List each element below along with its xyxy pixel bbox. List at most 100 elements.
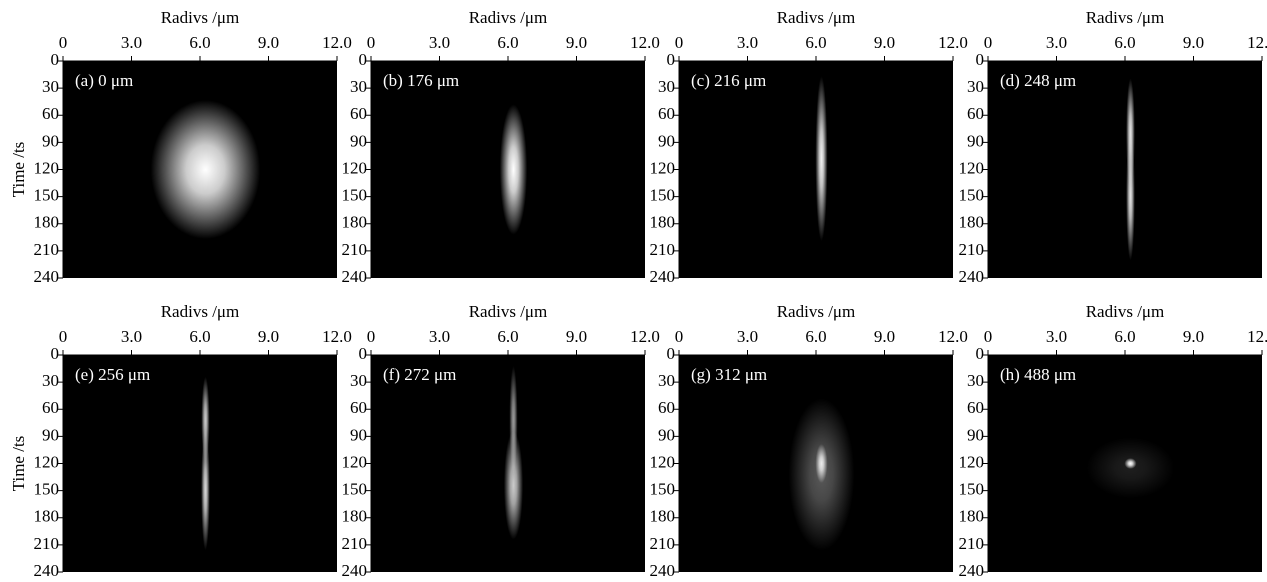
y-tick-label: 30 <box>350 77 367 96</box>
x-tick-label: 0 <box>367 327 376 346</box>
y-tick-label: 180 <box>342 507 368 526</box>
y-tick-label: 90 <box>967 131 984 150</box>
y-tick-label: 150 <box>342 480 368 499</box>
panel: (a) 0 μm 0 3.0 6.0 9.0 12.0 0 30 60 90 120 150 180 21… <box>9 8 352 286</box>
x-tick-label: 9.0 <box>258 33 279 52</box>
y-tick-label: 180 <box>34 213 60 232</box>
y-tick-label: 90 <box>350 131 367 150</box>
intensity-glow <box>150 100 261 239</box>
x-axis-title: Radivs /μm <box>777 8 856 27</box>
y-tick-label: 60 <box>42 398 59 417</box>
y-tick-label: 240 <box>34 561 60 580</box>
y-tick-label: 240 <box>650 561 676 580</box>
y-tick-label: 210 <box>34 240 60 259</box>
intensity-glow <box>815 76 828 242</box>
x-tick-label: 9.0 <box>1183 327 1204 346</box>
x-axis-title: Radivs /μm <box>1086 302 1165 321</box>
y-tick-label: 120 <box>959 452 985 471</box>
plot-area <box>63 355 337 572</box>
panel: (f) 272 μm 0 3.0 6.0 9.0 12.0 0 30 60 90 120 150 180… <box>342 302 660 580</box>
x-tick-label: 3.0 <box>1046 327 1067 346</box>
x-tick-label: 0 <box>984 33 993 52</box>
y-tick-label: 180 <box>650 507 676 526</box>
x-tick-label: 3.0 <box>121 327 142 346</box>
y-tick-label: 240 <box>342 267 368 286</box>
x-tick-label: 3.0 <box>429 33 450 52</box>
panel: (b) 176 μm 0 3.0 6.0 9.0 12.0 0 30 60 90 120 150 180… <box>342 8 660 286</box>
x-tick-label: 6.0 <box>805 33 826 52</box>
x-tick-label: 3.0 <box>737 327 758 346</box>
y-tick-label: 240 <box>959 267 985 286</box>
panel: (h) 488 μm 0 3.0 6.0 9.0 12.0 0 30 60 90 120 150 180… <box>959 302 1267 580</box>
y-tick-label: 120 <box>34 452 60 471</box>
y-tick-label: 30 <box>658 371 675 390</box>
x-tick-label: 12.0 <box>322 33 352 52</box>
x-tick-label: 12.0 <box>938 33 968 52</box>
y-tick-label: 180 <box>959 213 985 232</box>
x-tick-label: 3.0 <box>737 33 758 52</box>
intensity-glow <box>1126 130 1135 261</box>
y-tick-label: 150 <box>959 480 985 499</box>
x-tick-label: 12.0 <box>630 33 660 52</box>
x-axis-title: Radivs /μm <box>469 8 548 27</box>
panel-label: (d) 248 μm <box>1000 71 1076 90</box>
y-tick-label: 90 <box>42 131 59 150</box>
y-tick-label: 0 <box>51 344 60 363</box>
y-tick-label: 210 <box>650 240 676 259</box>
x-tick-label: 3.0 <box>429 327 450 346</box>
x-tick-label: 0 <box>984 327 993 346</box>
x-tick-label: 3.0 <box>1046 33 1067 52</box>
y-tick-label: 120 <box>959 158 985 177</box>
panel-label: (a) 0 μm <box>75 71 133 90</box>
plot-area <box>988 61 1262 278</box>
x-tick-label: 6.0 <box>189 33 210 52</box>
y-tick-label: 0 <box>359 344 368 363</box>
y-tick-label: 180 <box>34 507 60 526</box>
y-tick-label: 0 <box>359 50 368 69</box>
y-axis-title: Time /ts <box>9 142 28 198</box>
y-tick-label: 60 <box>967 104 984 123</box>
y-tick-label: 90 <box>42 425 59 444</box>
y-tick-label: 240 <box>650 267 676 286</box>
y-tick-label: 210 <box>342 534 368 553</box>
y-tick-label: 150 <box>959 186 985 205</box>
x-tick-label: 9.0 <box>874 33 895 52</box>
y-tick-label: 120 <box>342 452 368 471</box>
x-axis-title: Radivs /μm <box>161 8 240 27</box>
y-tick-label: 30 <box>967 371 984 390</box>
x-tick-label: 9.0 <box>566 33 587 52</box>
panel-label: (c) 216 μm <box>691 71 766 90</box>
panel-label: (h) 488 μm <box>1000 365 1076 384</box>
x-tick-label: 6.0 <box>497 33 518 52</box>
x-axis-title: Radivs /μm <box>161 302 240 321</box>
y-tick-label: 60 <box>42 104 59 123</box>
y-tick-label: 150 <box>34 480 60 499</box>
y-tick-label: 210 <box>342 240 368 259</box>
y-tick-label: 240 <box>959 561 985 580</box>
y-tick-label: 0 <box>51 50 60 69</box>
panel: (c) 216 μm 0 3.0 6.0 9.0 12.0 0 30 60 90 120 150 180… <box>650 8 968 286</box>
x-tick-label: 0 <box>59 327 68 346</box>
y-tick-label: 120 <box>650 452 676 471</box>
y-tick-label: 30 <box>42 77 59 96</box>
x-tick-label: 0 <box>367 33 376 52</box>
y-tick-label: 240 <box>342 561 368 580</box>
y-tick-label: 90 <box>658 131 675 150</box>
x-tick-label: 12.0 <box>630 327 660 346</box>
panel-label: (g) 312 μm <box>691 365 767 384</box>
x-axis-title: Radivs /μm <box>1086 8 1165 27</box>
panel: (d) 248 μm 0 3.0 6.0 9.0 12.0 0 30 60 90 120 150 180… <box>959 8 1267 286</box>
y-tick-label: 60 <box>967 398 984 417</box>
y-tick-label: 90 <box>658 425 675 444</box>
x-tick-label: 3.0 <box>121 33 142 52</box>
y-tick-label: 120 <box>34 158 60 177</box>
panel-label: (e) 256 μm <box>75 365 150 384</box>
intensity-glow <box>499 104 528 235</box>
y-tick-label: 150 <box>342 186 368 205</box>
y-tick-label: 90 <box>350 425 367 444</box>
x-tick-label: 12.0 <box>1247 327 1267 346</box>
y-tick-label: 240 <box>34 267 60 286</box>
panel-label: (b) 176 μm <box>383 71 459 90</box>
x-tick-label: 9.0 <box>874 327 895 346</box>
y-tick-label: 60 <box>350 398 367 417</box>
